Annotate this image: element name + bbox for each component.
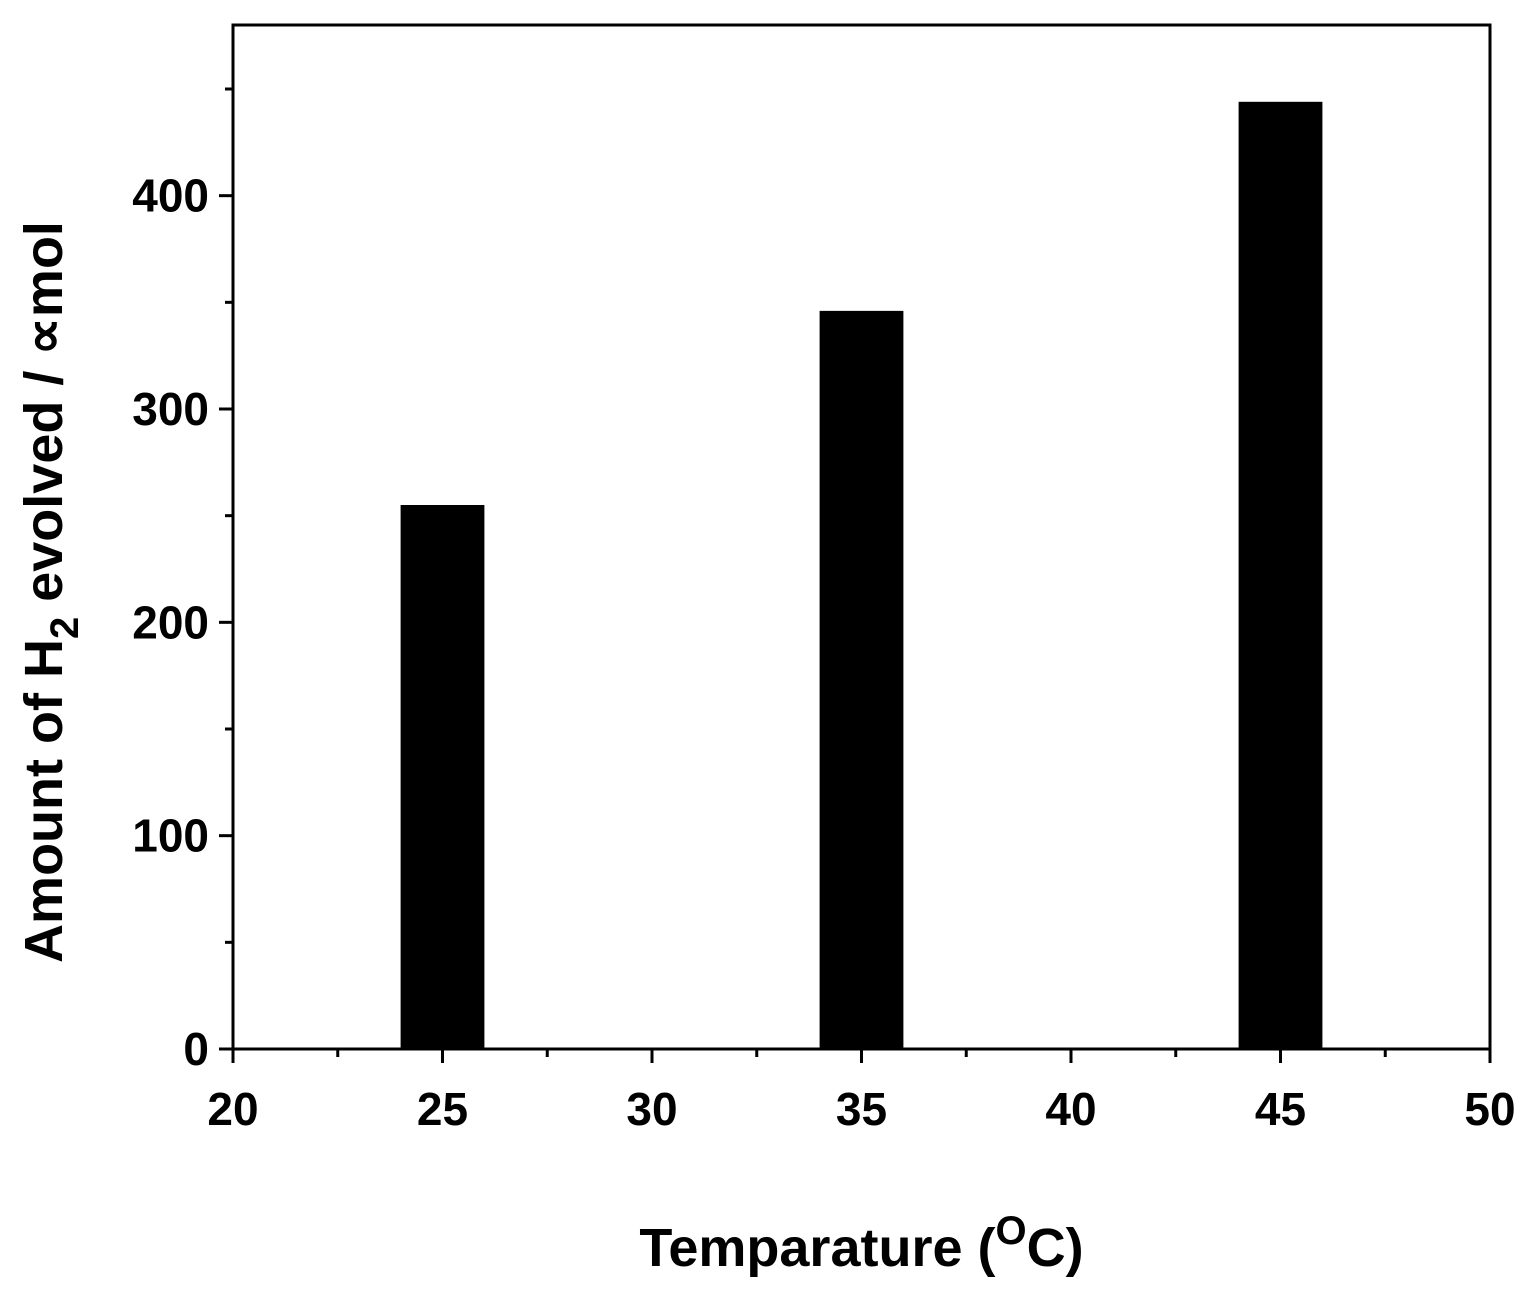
x-tick-label: 40 [1045, 1083, 1096, 1135]
y-axis-title-sub: 2 [43, 617, 87, 639]
bars-group [400, 101, 1323, 1050]
x-tick-label: 25 [417, 1083, 468, 1135]
x-tick-label: 35 [836, 1083, 887, 1135]
y-tick-label: 200 [132, 596, 209, 648]
y-axis-ticks: 0 100 200 300 400 [132, 87, 233, 1075]
y-tick-label: 0 [183, 1023, 209, 1075]
y-tick-label: 100 [132, 810, 209, 862]
y-tick-label: 400 [132, 170, 209, 222]
x-axis-ticks: 20 25 30 35 40 45 50 [207, 1049, 1516, 1135]
y-axis-title: Amount of H2 evolved / ∝mol [14, 221, 87, 963]
x-tick-label: 20 [207, 1083, 258, 1135]
y-tick-label: 300 [132, 383, 209, 435]
bar [1238, 101, 1323, 1050]
x-axis-title-sup: O [995, 1209, 1026, 1253]
x-axis-title-main: Temparature ( [639, 1218, 995, 1278]
y-axis-title-tail: evolved / ∝mol [14, 221, 74, 617]
x-axis-title-tail: C) [1027, 1218, 1084, 1278]
x-tick-label: 50 [1464, 1083, 1515, 1135]
x-axis-title: Temparature (OC) [639, 1209, 1083, 1278]
y-axis-title-main: Amount of H [14, 639, 74, 963]
bar [400, 505, 485, 1049]
x-tick-label: 45 [1255, 1083, 1306, 1135]
bar [819, 310, 904, 1049]
x-tick-label: 30 [626, 1083, 677, 1135]
